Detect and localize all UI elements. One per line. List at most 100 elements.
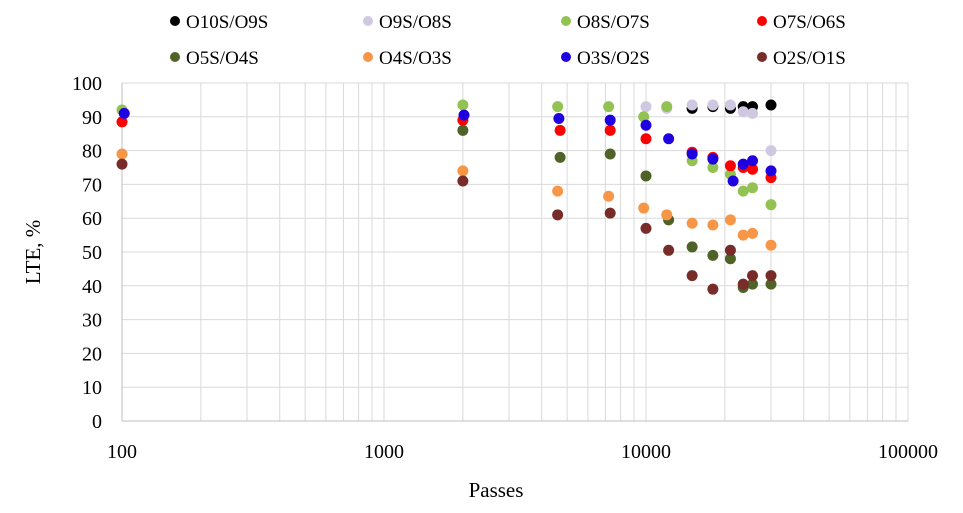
data-point — [707, 162, 719, 173]
y-tick-label: 20 — [82, 343, 102, 365]
data-point — [640, 101, 652, 113]
data-point — [737, 185, 749, 197]
legend-label: O7S/O6S — [773, 12, 846, 33]
y-tick-label: 10 — [82, 377, 102, 399]
data-point — [727, 175, 739, 187]
y-tick-label: 0 — [92, 411, 102, 433]
x-tick-label: 100 — [107, 441, 137, 463]
data-point — [638, 111, 650, 123]
data-point — [737, 106, 749, 118]
data-point — [638, 202, 650, 214]
data-point — [686, 270, 698, 282]
data-point — [663, 133, 675, 145]
y-tick-label: 50 — [82, 242, 102, 264]
data-point — [765, 145, 777, 157]
data-point — [661, 101, 673, 113]
legend-label: O8S/O7S — [577, 12, 650, 33]
data-point — [765, 278, 777, 290]
data-point — [553, 112, 565, 124]
data-point — [724, 99, 736, 111]
data-point — [457, 175, 469, 187]
legend: O10S/O9S O9S/O8S O8S/O7S O7S/O6S O5S/O4S O4S/… — [170, 12, 846, 69]
data-point — [686, 217, 698, 229]
data-point — [554, 151, 566, 163]
data-point — [552, 209, 564, 221]
data-point — [686, 241, 698, 253]
data-point — [604, 114, 616, 126]
data-point — [457, 99, 469, 111]
data-point — [747, 107, 759, 119]
data-point — [552, 101, 564, 113]
data-point — [747, 182, 759, 194]
data-point — [765, 165, 777, 177]
legend-label: O9S/O8S — [379, 12, 452, 33]
data-point — [707, 219, 719, 231]
data-point — [458, 109, 470, 121]
grid-lines — [122, 82, 909, 421]
legend-marker — [561, 16, 571, 26]
data-point — [603, 190, 615, 202]
legend-marker — [170, 16, 180, 26]
data-point — [552, 185, 564, 197]
axes: 0 10 20 30 40 50 60 70 80 90 100 100 1000 10000 100000 — [72, 73, 938, 463]
data-point — [640, 119, 652, 131]
data-point — [116, 158, 128, 170]
data-point — [640, 170, 652, 182]
data-point — [724, 160, 736, 172]
data-point — [118, 107, 130, 119]
data-point — [747, 278, 759, 290]
data-point — [707, 283, 719, 295]
legend-marker — [363, 52, 373, 62]
y-tick-label: 100 — [72, 73, 102, 95]
x-axis-title: Passes — [469, 478, 524, 502]
data-point — [457, 124, 469, 136]
legend-label: O2S/O1S — [773, 48, 846, 69]
legend-marker — [363, 16, 373, 26]
legend-marker — [561, 52, 571, 62]
x-tick-label: 100000 — [878, 441, 938, 463]
data-point — [686, 99, 698, 111]
x-tick-label: 1000 — [364, 441, 404, 463]
y-tick-label: 40 — [82, 276, 102, 298]
data-point — [765, 199, 777, 211]
data-point — [640, 222, 652, 234]
data-point — [661, 209, 673, 221]
legend-marker — [757, 16, 767, 26]
data-point — [640, 133, 652, 145]
data-point — [457, 165, 469, 177]
data-point — [663, 244, 675, 256]
y-tick-label: 70 — [82, 174, 102, 196]
data-point — [707, 153, 719, 165]
data-point — [116, 148, 128, 160]
data-point — [737, 158, 749, 170]
legend-label: O10S/O9S — [186, 12, 268, 33]
data-point — [747, 227, 759, 239]
data-point — [116, 116, 128, 128]
y-tick-label: 60 — [82, 208, 102, 230]
y-tick-label: 80 — [82, 141, 102, 163]
legend-marker — [170, 52, 180, 62]
data-point — [604, 207, 616, 219]
data-point — [747, 270, 759, 282]
legend-marker — [757, 52, 767, 62]
data-point — [604, 124, 616, 136]
data-point — [604, 148, 616, 160]
data-point — [765, 99, 777, 111]
data-point — [707, 99, 719, 111]
data-point — [707, 249, 719, 261]
y-tick-label: 90 — [82, 107, 102, 129]
data-point — [765, 270, 777, 282]
data-point — [737, 229, 749, 241]
data-point — [686, 148, 698, 160]
data-point — [747, 155, 759, 167]
data-point — [724, 244, 736, 256]
legend-label: O5S/O4S — [186, 48, 259, 69]
data-point — [747, 163, 759, 175]
legend-label: O3S/O2S — [577, 48, 650, 69]
y-tick-label: 30 — [82, 310, 102, 332]
data-point — [765, 239, 777, 251]
data-point — [724, 253, 736, 265]
y-axis-title: LTE, % — [21, 220, 45, 285]
x-tick-label: 10000 — [621, 441, 671, 463]
